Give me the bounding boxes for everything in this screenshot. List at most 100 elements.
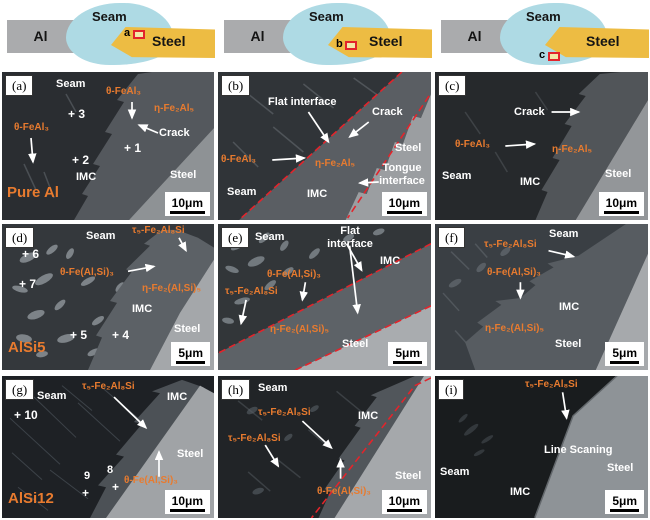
panel-b: (b) Flat interface Crack θ-FeAl₃ η-Fe₂Al…	[218, 72, 431, 220]
point-marker-4: + 4	[112, 328, 130, 342]
interface-dash-line	[310, 377, 431, 518]
point-cross-8: +	[112, 480, 120, 494]
panel-tag: (g)	[5, 379, 35, 400]
label-seam: Seam	[549, 228, 579, 240]
panel-i: (i) τ₅-Fe₂Al₈Si Line Scaning Steel Seam …	[435, 376, 648, 518]
region-marker-letter-a: a	[124, 27, 131, 39]
panel-d: (d) Seam τ₅-Fe₂Al₈Si + 6 + 7 θ-Fe(Al,Si)…	[2, 224, 214, 370]
point-cross-9: +	[82, 486, 90, 500]
label-seam: Seam	[227, 186, 257, 198]
al-label: Al	[250, 28, 265, 44]
phase-eta-fe2alsi5: η-Fe₂(Al,Si)₅	[142, 283, 202, 294]
label-imc: IMC	[76, 171, 97, 183]
label-seam: Seam	[442, 170, 472, 182]
scalebar: 5μm	[605, 490, 644, 514]
phase-eta-fe2al5: η-Fe₂Al₅	[154, 103, 195, 114]
imc-region	[535, 72, 648, 220]
phase-tau5-fe2al8si: τ₅-Fe₂Al₈Si	[82, 381, 135, 392]
al-label: Al	[33, 28, 48, 44]
scalebar-text: 10μm	[386, 494, 422, 512]
panel-tag: (d)	[5, 227, 35, 248]
imc-region	[88, 229, 214, 370]
scalebar-text: 5μm	[610, 346, 639, 364]
phase-theta-fealsi3: θ-Fe(Al,Si)₃	[487, 267, 541, 278]
arrow	[357, 178, 379, 187]
arrow	[113, 396, 148, 429]
label-flat-interface: Flat interface	[327, 225, 373, 251]
interface-dash-line	[346, 95, 430, 219]
alloy-label: AlSi5	[8, 339, 46, 356]
phase-tau5-fe2al8si: τ₅-Fe₂Al₈Si	[228, 433, 281, 444]
point-number-8: 8	[107, 464, 114, 476]
label-seam: Seam	[258, 382, 288, 394]
alloy-label: Pure Al	[7, 184, 59, 201]
al-label: Al	[467, 28, 482, 44]
panel-h: (h) Seam τ₅-Fe₂Al₈Si τ₅-Fe₂Al₈Si IMC Ste…	[218, 376, 431, 518]
label-imc: IMC	[520, 176, 541, 188]
phase-theta-fealsi3: θ-Fe(Al,Si)₃	[60, 267, 114, 278]
label-seam: Seam	[255, 231, 285, 243]
label-crack: Crack	[514, 106, 545, 118]
steel-label: Steel	[586, 33, 620, 49]
imc-region	[74, 72, 214, 220]
arrow	[178, 237, 187, 253]
point-marker-7: + 7	[19, 277, 37, 291]
scalebar: 5μm	[388, 342, 427, 366]
label-crack: Crack	[372, 106, 403, 118]
region-marker-box-c	[548, 52, 560, 61]
point-number-9: 9	[84, 470, 91, 482]
panel-tag: (i)	[438, 379, 465, 400]
label-steel: Steel	[607, 462, 634, 474]
arrow	[127, 263, 156, 273]
panel-tag: (c)	[438, 75, 467, 96]
phase-tau5-fe2al8si: τ₅-Fe₂Al₈Si	[525, 379, 578, 390]
point-marker-2: + 2	[72, 153, 90, 167]
label-imc: IMC	[307, 188, 328, 200]
label-flat-interface: Flat interface	[268, 96, 337, 108]
arrow	[28, 137, 37, 164]
interface-dash-line	[295, 305, 431, 370]
label-imc: IMC	[358, 410, 379, 422]
micrograph-i	[435, 376, 648, 518]
arrow	[238, 299, 248, 326]
label-imc: IMC	[380, 255, 401, 267]
point-marker-10: + 10	[14, 408, 38, 422]
scalebar: 10μm	[381, 490, 427, 514]
label-steel: Steel	[605, 168, 632, 180]
panel-g: (g) Seam + 10 τ₅-Fe₂Al₈Si IMC Steel 8 9 …	[2, 376, 214, 518]
label-imc: IMC	[559, 301, 580, 313]
region-marker-letter-b: b	[336, 38, 343, 50]
schematic-b: Al Seam Steel b	[217, 0, 433, 68]
panel-c: (c) Crack θ-FeAl₃ η-Fe₂Al₅ Seam IMC Stee…	[435, 72, 648, 220]
al-bar: Al	[441, 20, 508, 53]
label-imc: IMC	[132, 303, 153, 315]
region-marker-box-a	[133, 30, 145, 39]
seam-label: Seam	[526, 9, 561, 24]
point-marker-3: + 3	[68, 107, 86, 121]
label-steel: Steel	[170, 169, 197, 181]
scalebar-text: 5μm	[610, 494, 639, 512]
panel-f: (f) Seam τ₅-Fe₂Al₈Si θ-Fe(Al,Si)₃ IMC η-…	[435, 224, 648, 370]
steel-label: Steel	[152, 33, 186, 49]
phase-eta-fe2al5: η-Fe₂Al₅	[315, 158, 356, 169]
arrow	[348, 121, 370, 139]
scalebar-text: 10μm	[603, 196, 639, 214]
point-marker-5: + 5	[70, 328, 88, 342]
phase-tau5-fe2al8si: τ₅-Fe₂Al₈Si	[225, 286, 278, 297]
label-steel: Steel	[555, 338, 582, 350]
phase-eta-fe2alsi5: η-Fe₂(Al,Si)₅	[270, 324, 330, 335]
phase-theta-fealsi3: θ-Fe(Al,Si)₃	[124, 475, 178, 486]
panel-tag: (b)	[221, 75, 251, 96]
region-marker-letter-c: c	[539, 49, 546, 61]
seam-label: Seam	[309, 9, 344, 24]
schematic-a: Al Seam Steel a	[0, 0, 216, 68]
phase-theta-fealsi3: θ-Fe(Al,Si)₃	[317, 486, 371, 497]
arrow	[548, 249, 576, 259]
scalebar: 5μm	[605, 342, 644, 366]
point-marker-1: + 1	[124, 141, 142, 155]
scalebar-text: 10μm	[386, 196, 422, 214]
phase-theta-feal3: θ-FeAl₃	[221, 154, 257, 165]
phase-theta-feal3: θ-FeAl₃	[14, 122, 50, 133]
steel-region	[575, 100, 648, 220]
imc-region	[465, 224, 648, 370]
